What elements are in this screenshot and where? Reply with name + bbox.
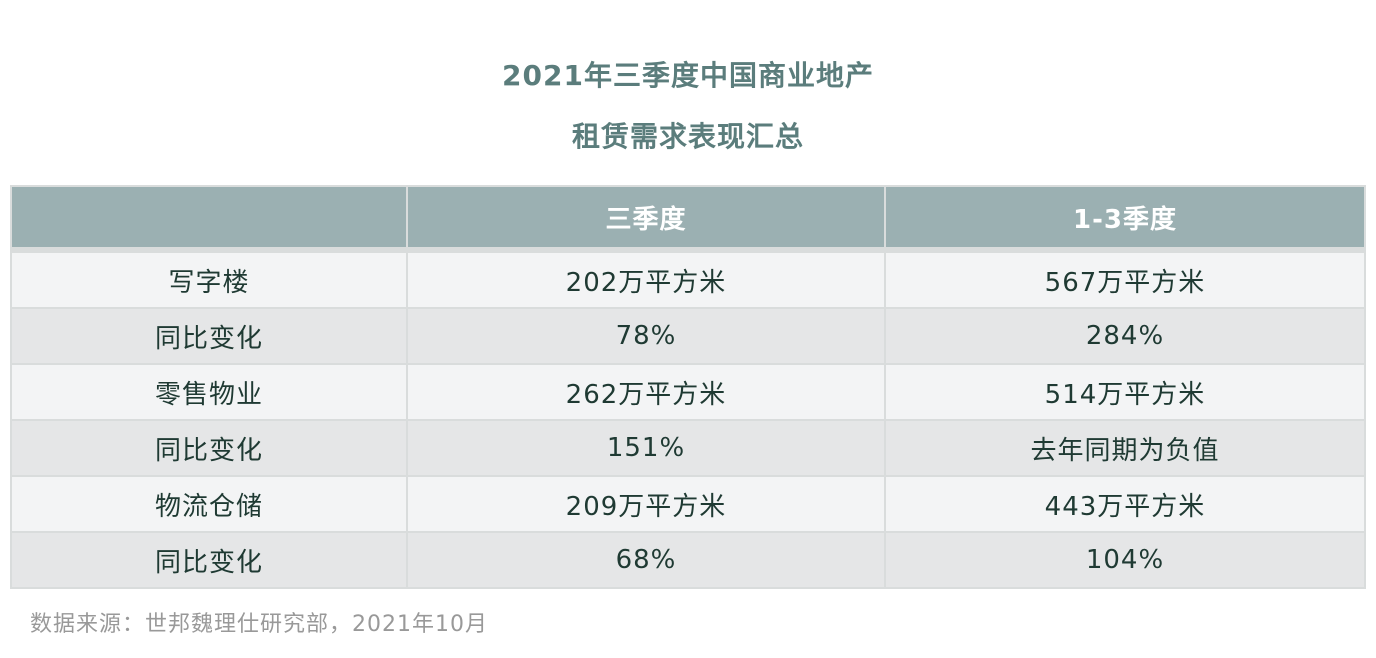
- cell-q3: 78%: [406, 307, 886, 365]
- table-row: 同比变化 151% 去年同期为负值: [10, 419, 1366, 477]
- header-cell-q1-q3: 1-3季度: [884, 185, 1366, 253]
- cell-q3: 202万平方米: [406, 249, 886, 309]
- table-row: 同比变化 78% 284%: [10, 307, 1366, 365]
- data-source-note: 数据来源：世邦魏理仕研究部，2021年10月: [30, 612, 488, 637]
- cell-q1-q3: 104%: [884, 531, 1366, 589]
- title-line-1: 2021年三季度中国商业地产: [502, 59, 874, 92]
- header-row: 三季度 1-3季度: [10, 185, 1366, 253]
- row-label: 同比变化: [10, 307, 408, 365]
- cell-q3: 209万平方米: [406, 475, 886, 533]
- cell-q1-q3: 514万平方米: [884, 363, 1366, 421]
- table-row: 同比变化 68% 104%: [10, 531, 1366, 589]
- table-row: 物流仓储 209万平方米 443万平方米: [10, 475, 1366, 533]
- table-row: 写字楼 202万平方米 567万平方米: [10, 249, 1366, 309]
- summary-table: 三季度 1-3季度 写字楼 202万平方米 567万平方米 同比变化 78% 2…: [10, 185, 1366, 589]
- cell-q3: 68%: [406, 531, 886, 589]
- row-label: 写字楼: [10, 249, 408, 309]
- table-row: 零售物业 262万平方米 514万平方米: [10, 363, 1366, 421]
- cell-q1-q3: 去年同期为负值: [884, 419, 1366, 477]
- cell-q1-q3: 567万平方米: [884, 249, 1366, 309]
- cell-q1-q3: 284%: [884, 307, 1366, 365]
- cell-q1-q3: 443万平方米: [884, 475, 1366, 533]
- title-line-2: 租赁需求表现汇总: [571, 120, 804, 153]
- header-cell-label: [10, 185, 408, 253]
- row-label: 零售物业: [10, 363, 408, 421]
- row-label: 同比变化: [10, 531, 408, 589]
- row-label: 物流仓储: [10, 475, 408, 533]
- cell-q3: 262万平方米: [406, 363, 886, 421]
- row-label: 同比变化: [10, 419, 408, 477]
- cell-q3: 151%: [406, 419, 886, 477]
- header-cell-q3: 三季度: [406, 185, 886, 253]
